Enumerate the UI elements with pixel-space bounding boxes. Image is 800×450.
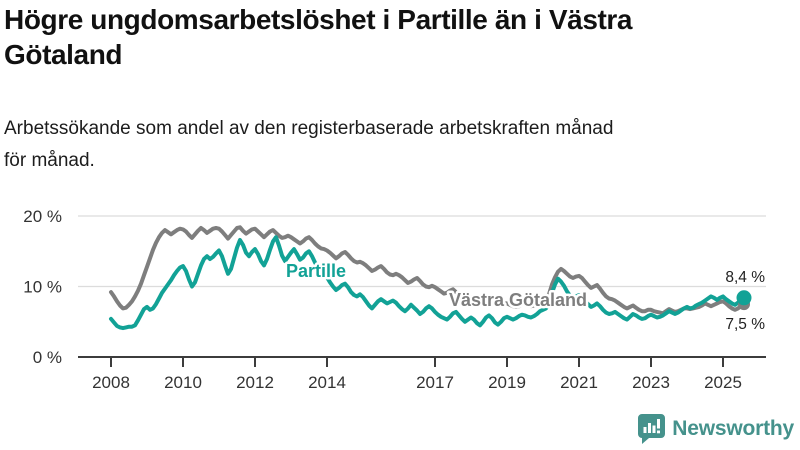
brand-name: Newsworthy xyxy=(672,416,794,440)
series-name-label-1: Partille xyxy=(286,261,346,281)
x-axis-tick-label: 2010 xyxy=(164,373,202,392)
speech-bubble-bar-chart-icon xyxy=(638,414,666,444)
x-axis-tick-label: 2025 xyxy=(704,373,742,392)
title-line-1: Högre ungdomsarbetslöshet i Partille än … xyxy=(4,4,633,35)
unemployment-line-chart: 2008 2010 2012 2014 2017 2019 2021 2023 2025 20 %… xyxy=(23,207,766,392)
series-line-1 xyxy=(109,235,746,331)
x-axis-tick-label: 2017 xyxy=(416,373,454,392)
series-end-value-label-0: 7,5 % xyxy=(725,316,765,333)
y-axis-tick-label: 20 % xyxy=(23,207,62,226)
x-axis-tick-label: 2021 xyxy=(560,373,598,392)
series-line-0 xyxy=(109,225,746,316)
x-axis-tick-label: 2019 xyxy=(488,373,526,392)
x-axis-tick-label: 2014 xyxy=(308,373,346,392)
chart-subtitle: Arbetssökande som andel av den registerb… xyxy=(4,113,796,177)
subtitle-line-2: för månad. xyxy=(4,150,95,171)
x-axis-tick-label: 2023 xyxy=(632,373,670,392)
page-title: Högre ungdomsarbetslöshet i Partille än … xyxy=(4,2,796,72)
y-axis-tick-label: 10 % xyxy=(23,278,62,297)
newsworthy-logo: Newsworthy xyxy=(637,413,794,444)
title-line-2: Götaland xyxy=(4,39,123,70)
series-end-value-label-1: 8,4 % xyxy=(725,269,765,286)
subtitle-line-1: Arbetssökande som andel av den registerb… xyxy=(4,118,614,139)
x-axis-tick-label: 2008 xyxy=(92,373,130,392)
x-axis-tick-label: 2012 xyxy=(236,373,274,392)
series-name-label-0: Västra Götaland xyxy=(449,290,587,310)
y-axis-tick-label: 0 % xyxy=(33,348,62,367)
series-end-dot-1 xyxy=(736,290,752,306)
